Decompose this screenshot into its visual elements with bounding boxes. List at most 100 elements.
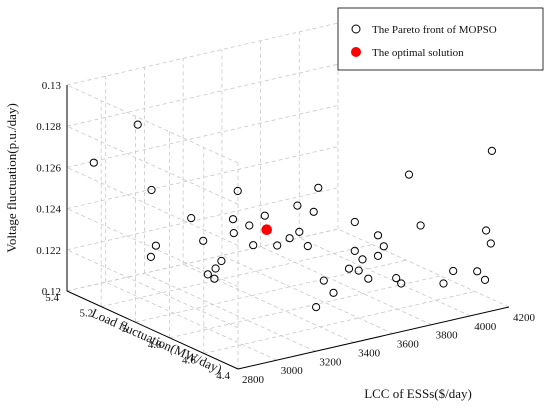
grid-line-wall-left-horizontal (66, 84, 239, 164)
pareto-point (312, 303, 321, 312)
pareto-point (449, 266, 458, 276)
y-tick-label: 4.6 (182, 354, 196, 366)
grid-line-floor-y (66, 228, 339, 292)
z-tick-label: 0.13 (42, 80, 62, 92)
pareto-point (358, 255, 367, 264)
pareto-point (480, 275, 490, 284)
x-tick-label: 3800 (436, 330, 459, 342)
pareto-point (203, 270, 212, 279)
grid-line-wall-left-horizontal (66, 167, 239, 246)
axis-lines (66, 85, 510, 370)
pareto-point (260, 211, 269, 220)
pareto-point (350, 246, 359, 255)
pareto-point (309, 207, 318, 216)
pareto-point (397, 279, 406, 288)
pareto-point (233, 186, 242, 196)
z-tick-label: 0.124 (36, 204, 61, 216)
grid-line-wall-back-horizontal (66, 63, 339, 127)
x-tick-label: 3000 (281, 365, 304, 377)
grid-line-wall-back-horizontal (66, 228, 339, 292)
pareto-point (211, 264, 220, 273)
grid-lines (66, 22, 510, 370)
grid-line-wall-back-horizontal (66, 187, 339, 251)
pareto-point (364, 274, 373, 283)
pareto-point (245, 221, 254, 230)
grid-line-floor-x (337, 228, 510, 308)
data-points (89, 120, 496, 312)
z-tick-label: 0.122 (36, 245, 61, 257)
y-tick-label: 5.4 (45, 292, 59, 304)
x-axis-label: LCC of ESSs($/day) (364, 386, 472, 401)
pareto-point (373, 251, 383, 260)
pareto-point (89, 158, 98, 167)
pareto-point (147, 185, 156, 195)
x-tick-label: 3600 (397, 339, 420, 351)
pareto-point (354, 266, 363, 275)
pareto-point (273, 241, 282, 250)
optimal-solution-point (261, 224, 273, 235)
z-tick-label: 0.128 (36, 121, 61, 133)
x-tick-label: 4000 (474, 321, 497, 333)
grid-line-floor-x (105, 281, 277, 361)
pareto-point (249, 241, 258, 250)
pareto-point (486, 239, 495, 248)
grid-line-wall-left-horizontal (66, 125, 239, 205)
pareto-point (228, 215, 238, 224)
z-tick-label: 0.126 (36, 162, 61, 174)
legend-marker-pareto (351, 24, 361, 34)
x-axis-line (237, 306, 510, 370)
legend: The Pareto front of MOPSO The optimal so… (337, 7, 544, 71)
pareto-point (151, 241, 160, 250)
grid-line-wall-left-horizontal (66, 249, 239, 329)
legend-marker-optimal (351, 47, 361, 57)
pareto-point (373, 231, 383, 240)
grid-line-floor-x (260, 246, 432, 326)
x-tick-label: 3200 (319, 356, 342, 368)
z-tick-label: 0.12 (42, 286, 61, 298)
tick-labels: 2800 3000 3200 3400 3600 3800 4000 4200 4.4 4.6 4.… (36, 80, 535, 386)
pareto-point (404, 170, 414, 179)
pareto-point (295, 227, 304, 236)
pareto-point (133, 120, 142, 129)
pareto-point (487, 146, 496, 155)
pareto-point (293, 201, 302, 210)
pareto-point (329, 288, 338, 297)
grid-line-wall-back-horizontal (66, 22, 339, 86)
pareto-point (319, 276, 328, 285)
y-axis-line (66, 290, 239, 370)
legend-box (337, 7, 544, 71)
pareto-point (314, 183, 323, 192)
grid-line-floor-y (169, 275, 441, 339)
pareto-point (344, 264, 354, 273)
grid-line-floor-x (299, 237, 471, 317)
x-tick-label: 4200 (513, 312, 536, 324)
pareto-point (416, 221, 425, 230)
pareto-point (482, 226, 491, 235)
pareto-point (187, 214, 196, 223)
pareto-point (217, 256, 226, 266)
y-tick-label: 4.4 (216, 370, 230, 382)
grid-line-wall-back-horizontal (66, 105, 339, 168)
y-tick-label: 5.2 (79, 308, 93, 320)
grid-line-floor-x (182, 264, 355, 343)
grid-line-floor-x (221, 255, 394, 334)
pareto-point (379, 242, 388, 251)
pareto-point (303, 242, 312, 251)
x-tick-label: 3400 (358, 347, 381, 359)
grid-line-floor-y (203, 291, 475, 354)
pareto-point (285, 234, 294, 243)
grid-line-floor-x (144, 272, 316, 352)
pareto-point (199, 236, 208, 245)
x-tick-label: 2800 (242, 374, 265, 386)
grid-line-wall-back-horizontal (66, 146, 339, 209)
pareto-point (439, 279, 448, 288)
legend-label-pareto: The Pareto front of MOPSO (372, 24, 497, 36)
pareto-point (392, 274, 401, 283)
grid-line-floor-y (101, 244, 373, 307)
y-tick-label: 4.8 (148, 339, 162, 351)
pareto-point (146, 252, 155, 261)
legend-label-optimal: The optimal solution (372, 47, 464, 59)
pareto-point (210, 274, 219, 283)
